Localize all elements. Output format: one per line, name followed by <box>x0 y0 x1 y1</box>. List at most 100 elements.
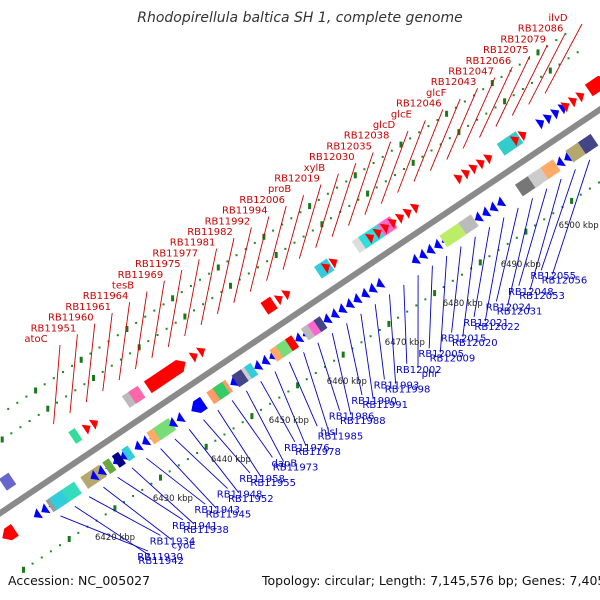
ruler-dot <box>366 190 370 197</box>
ruler-dot <box>333 359 336 362</box>
backbone-line <box>0 105 600 517</box>
label-leader <box>266 205 287 281</box>
ruler-dot <box>348 204 351 207</box>
label-leader <box>118 302 131 381</box>
ruler-dot <box>353 172 357 179</box>
ruler-dot <box>52 377 55 380</box>
ruler-dot <box>372 162 375 164</box>
ruler-dot <box>308 203 312 210</box>
feature-arrowhead <box>90 470 100 480</box>
ruler-dot <box>16 401 19 404</box>
label-leader <box>146 457 206 505</box>
ruler-dot <box>150 482 153 485</box>
feature-arrowhead <box>460 169 470 180</box>
reverse-gene-feature <box>527 167 549 188</box>
feature-arrowhead <box>489 201 499 212</box>
ruler-dot <box>241 421 244 424</box>
forward-gene-feature <box>260 296 278 315</box>
label-leader <box>203 419 251 474</box>
gene-label-forward: RB11969 <box>118 270 164 281</box>
gene-label-forward: RB12006 <box>239 195 285 206</box>
gene-label-reverse: RB11941 <box>172 521 218 532</box>
feature-box <box>0 472 17 491</box>
ruler-dot <box>49 550 52 553</box>
ruler-dot <box>162 303 165 306</box>
ruler-dot <box>92 375 95 381</box>
feature-arrowhead <box>338 303 348 314</box>
label-leader <box>484 217 505 322</box>
ruler-dot <box>387 320 391 327</box>
ruler-dot <box>65 395 68 398</box>
forward-gene-feature <box>273 290 291 306</box>
backbone <box>0 105 600 517</box>
label-leader <box>439 255 448 353</box>
gene-label-reverse: RB12031 <box>497 307 543 318</box>
feature-arrowhead <box>254 359 264 370</box>
feature-box <box>244 362 259 379</box>
ruler-dot <box>278 396 281 399</box>
feature-arrowhead <box>394 213 404 224</box>
ruler-dot <box>177 464 180 467</box>
feature-arrowhead <box>474 211 484 222</box>
ruler-dot <box>135 321 138 324</box>
gene-label-reverse: RB11991 <box>362 400 408 411</box>
ruler-label: 6430 kbp <box>153 494 193 504</box>
ruler-dot <box>330 217 332 220</box>
ruler-dot <box>588 187 591 190</box>
label-leader <box>380 130 409 204</box>
ruler-dot <box>598 181 600 184</box>
ruler-dot <box>98 346 101 349</box>
gene-label-reverse: RB11945 <box>206 509 252 520</box>
gene-label-reverse: RB11998 <box>385 385 431 396</box>
ruler-dot <box>137 344 141 351</box>
label-leader <box>413 109 444 182</box>
feature-box <box>577 133 599 155</box>
label-leader <box>135 291 148 370</box>
gene-label-forward: ilvD <box>548 13 567 24</box>
label-leader <box>348 152 374 226</box>
feature-arrowhead <box>176 411 186 422</box>
feature-arrow <box>191 396 208 413</box>
ruler-dot <box>548 67 552 74</box>
gene-label-forward: RB12030 <box>309 152 355 163</box>
ruler-dot <box>394 174 396 177</box>
feature-arrowhead <box>453 174 463 185</box>
ruler-dot <box>336 186 338 189</box>
gene-label-forward: RB11982 <box>187 227 233 238</box>
ruler-dot <box>534 224 537 227</box>
gene-label-forward: RB12038 <box>344 131 390 142</box>
ruler-dot <box>576 51 579 54</box>
reverse-gene-feature <box>244 362 259 379</box>
feature-box <box>121 445 136 462</box>
ruler-dot <box>397 316 399 319</box>
ruler-dot <box>216 264 220 271</box>
label-leader <box>216 237 235 314</box>
feature-arrowhead <box>482 206 492 217</box>
reverse-gene-feature <box>212 381 230 400</box>
feature-arrowhead <box>483 154 493 165</box>
reverse-gene-feature <box>231 369 249 388</box>
feature-arrowhead <box>497 196 507 207</box>
gene-label-reverse: RB11978 <box>295 447 341 458</box>
ruler-dot <box>144 315 147 318</box>
ruler-dot <box>540 75 543 78</box>
label-leader <box>528 34 566 105</box>
ruler-dot <box>558 63 561 66</box>
reverse-gene-feature <box>284 335 300 352</box>
ruler-dot <box>83 383 86 386</box>
forward-gene-feature <box>320 258 338 274</box>
feature-box <box>231 369 249 388</box>
ruler-dot <box>232 427 235 430</box>
gene-label-forward: RB11992 <box>205 216 251 227</box>
ruler-dot <box>424 298 427 301</box>
gene-label-reverse: RB12048 <box>508 287 554 298</box>
label-leader <box>217 409 262 478</box>
gene-label-forward: xylB <box>304 163 326 174</box>
ruler-dot <box>381 155 384 158</box>
ruler-dot <box>543 218 546 221</box>
ruler-dot <box>299 211 302 214</box>
feature-arrowhead <box>281 290 291 301</box>
gene-label-forward: RB12066 <box>466 56 512 67</box>
ruler-dot <box>110 364 113 367</box>
